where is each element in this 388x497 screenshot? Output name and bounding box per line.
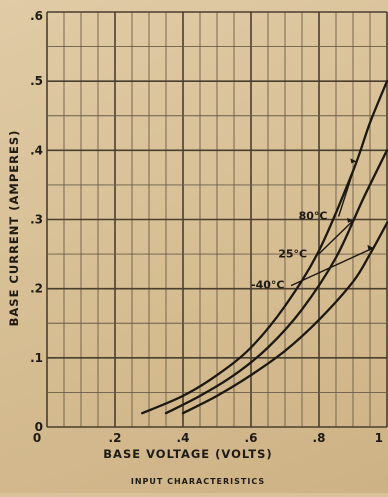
y-tick-label: .3 xyxy=(30,213,43,227)
series-leader-line xyxy=(317,220,354,256)
y-tick-label: .2 xyxy=(30,282,43,296)
y-tick-label: .6 xyxy=(30,9,43,23)
y-axis-label: BASE CURRENT (AMPERES) xyxy=(7,130,21,327)
series-line xyxy=(141,80,388,415)
grid xyxy=(46,11,388,428)
x-tick-label: .4 xyxy=(177,431,190,445)
series-label: 80°C xyxy=(299,210,328,223)
x-tick-label: .8 xyxy=(313,431,326,445)
x-tick-label: 0 xyxy=(33,431,41,445)
x-axis-label: BASE VOLTAGE (VOLTS) xyxy=(103,447,272,461)
x-tick-label: .6 xyxy=(245,431,258,445)
series-label: 25°C xyxy=(278,248,307,261)
y-tick-label: .4 xyxy=(30,143,43,157)
chart-caption: INPUT CHARACTERISTICS xyxy=(131,477,265,486)
y-tick-label: 0 xyxy=(35,420,43,434)
tick-labels: 0 .2 .4 .6 .8 1 0 .1 .2 .3 .4 .5 .6 xyxy=(30,9,383,445)
series-line xyxy=(181,221,388,415)
series-lines xyxy=(141,80,388,415)
series-leader-line xyxy=(337,161,358,217)
series-line xyxy=(164,149,388,415)
series-labels: 80°C 25°C -40°C xyxy=(251,158,374,292)
series-leader-line xyxy=(290,247,374,287)
series-leader-arrow xyxy=(367,244,374,250)
x-tick-label: .2 xyxy=(109,431,122,445)
y-tick-label: .1 xyxy=(30,351,43,365)
series-leader-arrow xyxy=(347,217,353,223)
y-tick-label: .5 xyxy=(30,74,43,88)
x-tick-label: 1 xyxy=(375,431,383,445)
series-label: -40°C xyxy=(251,279,284,292)
series-leader-arrow xyxy=(350,158,357,164)
